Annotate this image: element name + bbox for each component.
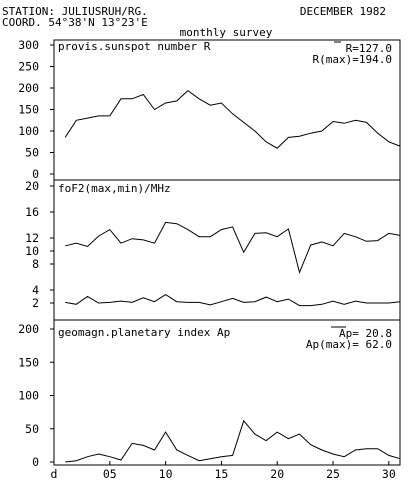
station-label: STATION: JULIUSRUH/RG. xyxy=(2,5,148,18)
ap-plot-frame xyxy=(53,319,401,466)
fof2-min-line xyxy=(65,294,401,307)
sunspot-y-tick-label: 250 xyxy=(18,60,39,74)
ap-mean-annotation: Ap= 20.8 xyxy=(339,327,392,340)
ap-y-tick-label: 0 xyxy=(32,455,39,469)
fof2-plot-frame xyxy=(53,179,401,321)
ap-max-annotation: Ap(max)= 62.0 xyxy=(306,338,392,351)
day-x-ticks: d 05 10 15 20 25 30 xyxy=(51,461,396,480)
fof2-y-tick-label: 2 xyxy=(32,296,39,310)
ap-y-tick-label: 150 xyxy=(18,355,39,369)
sunspot-y-tick-label: 300 xyxy=(18,38,39,52)
day-x-tick-label: 10 xyxy=(159,467,173,480)
ap-y-ticks: 0 50 100 150 200 xyxy=(18,322,54,469)
ap-y-tick-label: 200 xyxy=(18,322,39,336)
fof2-y-tick-label: 10 xyxy=(25,244,39,258)
ap-panel-title: geomagn.planetary index Ap xyxy=(58,326,230,339)
fof2-max-line xyxy=(65,221,401,274)
fof2-y-tick-label: 4 xyxy=(32,283,39,297)
fof2-y-tick-label: 8 xyxy=(32,257,39,271)
day-x-tick-label: d xyxy=(51,467,58,480)
date-label: DECEMBER 1982 xyxy=(300,5,386,18)
sunspot-panel-title: provis.sunspot number R xyxy=(58,40,211,53)
day-x-tick-label: 05 xyxy=(103,467,117,480)
sunspot-y-tick-label: 0 xyxy=(32,167,39,181)
sunspot-y-tick-label: 200 xyxy=(18,81,39,95)
day-x-tick-label: 25 xyxy=(326,467,340,480)
survey-label: monthly survey xyxy=(180,26,273,39)
sunspot-y-ticks: 0 50 100 150 200 250 300 xyxy=(18,38,54,181)
sunspot-y-tick-label: 100 xyxy=(18,124,39,138)
ap-y-tick-label: 50 xyxy=(25,422,39,436)
ap-y-tick-label: 100 xyxy=(18,389,39,403)
ap-panel: geomagn.planetary index Ap Ap= 20.8 Ap(m… xyxy=(18,319,401,480)
sunspot-y-tick-label: 50 xyxy=(25,146,39,160)
fof2-y-tick-label: 12 xyxy=(25,231,39,245)
sunspot-y-tick-label: 150 xyxy=(18,103,39,117)
day-x-tick-label: 30 xyxy=(382,467,396,480)
coord-label: COORD. 54°38'N 13°23'E xyxy=(2,16,148,29)
ap-series-line xyxy=(65,419,401,463)
fof2-y-tick-label: 16 xyxy=(25,205,39,219)
sunspot-mean-annotation: R=127.0 xyxy=(346,42,392,55)
sunspot-panel: provis.sunspot number R R=127.0 R(max)=1… xyxy=(18,38,401,181)
day-x-tick-label: 20 xyxy=(270,467,284,480)
fof2-y-tick-label: 20 xyxy=(25,179,39,193)
sunspot-series-line xyxy=(64,89,401,149)
sunspot-max-annotation: R(max)=194.0 xyxy=(313,53,392,66)
fof2-panel-title: foF2(max,min)/MHz xyxy=(58,182,171,195)
day-x-tick-label: 15 xyxy=(214,467,228,480)
